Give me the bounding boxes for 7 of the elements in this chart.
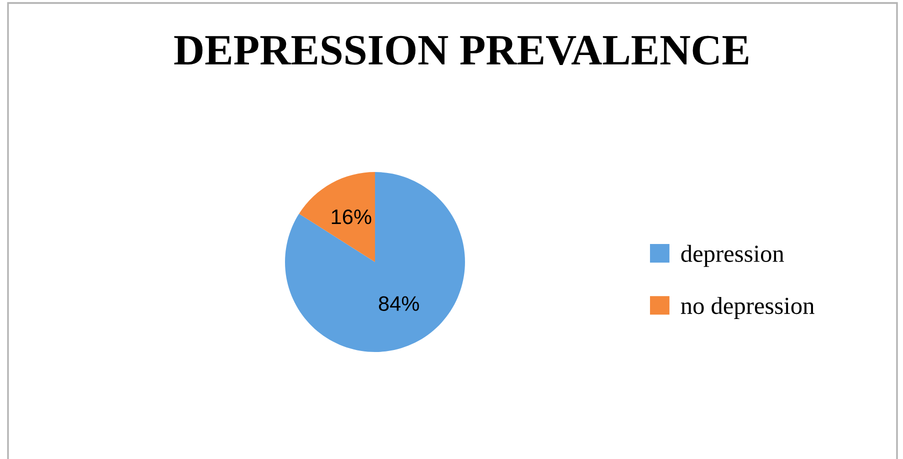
pie-slice <box>299 172 375 262</box>
data-label: 16% <box>332 209 372 224</box>
legend-label: depression <box>681 244 784 267</box>
legend-label: no depression <box>680 296 814 320</box>
chart-title: DEPRESSION PREVALENCE <box>174 36 748 66</box>
data-label: 84% <box>378 296 419 311</box>
pie-slice <box>285 172 465 352</box>
